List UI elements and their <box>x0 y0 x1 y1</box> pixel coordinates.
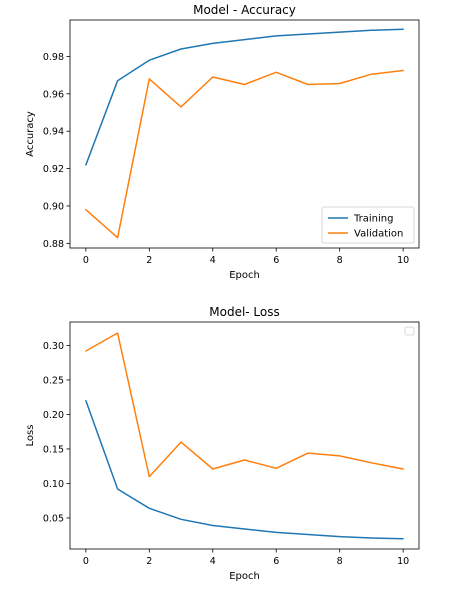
legend-label-training: Training <box>353 214 393 225</box>
y-tick-label: 0.10 <box>43 479 64 490</box>
x-axis-label: Epoch <box>229 571 260 582</box>
y-tick-label: 0.25 <box>43 375 64 386</box>
x-tick-label: 10 <box>397 556 409 567</box>
legend-box-empty <box>404 326 415 336</box>
chart-title: Model- Loss <box>209 305 280 319</box>
y-tick-label: 0.30 <box>43 341 64 352</box>
plot-frame <box>69 19 420 249</box>
plot-frame <box>69 321 420 550</box>
x-tick-label: 2 <box>146 556 152 567</box>
y-tick-label: 0.05 <box>43 513 64 524</box>
legend-label-validation: Validation <box>354 229 403 240</box>
x-tick-label: 8 <box>337 556 343 567</box>
x-axis-label: Epoch <box>229 270 260 281</box>
y-tick-label: 0.96 <box>43 89 64 100</box>
loss-chart: Model- Loss 0 2 4 6 8 10 0.05 0.10 0.15 0.20 0.25 0.… <box>25 305 420 582</box>
x-tick-label: 0 <box>83 255 89 266</box>
y-axis-label: Loss <box>25 425 36 447</box>
y-tick-label: 0.15 <box>43 444 64 455</box>
y-tick-label: 0.94 <box>43 127 64 138</box>
x-tick-label: 8 <box>337 255 343 266</box>
x-tick-label: 2 <box>146 255 152 266</box>
y-tick-label: 0.92 <box>43 164 64 175</box>
legend-box <box>321 206 415 244</box>
x-tick-label: 6 <box>273 255 279 266</box>
x-tick-label: 0 <box>83 556 89 567</box>
series-line-training <box>85 399 404 540</box>
x-tick-label: 4 <box>210 556 216 567</box>
series-line-training <box>85 28 404 166</box>
chart-title: Model - Accuracy <box>193 3 296 17</box>
y-tick-label: 0.90 <box>43 201 64 212</box>
series-line-validation <box>85 69 404 239</box>
y-axis-label: Accuracy <box>25 111 36 157</box>
x-tick-label: 10 <box>397 255 409 266</box>
x-tick-label: 4 <box>210 255 216 266</box>
y-tick-label: 0.98 <box>43 52 64 63</box>
y-tick-label: 0.88 <box>43 239 64 250</box>
x-tick-label: 6 <box>273 556 279 567</box>
y-tick-label: 0.20 <box>43 410 64 421</box>
accuracy-chart: Model - Accuracy 0 2 4 6 8 10 0.88 0.90 0.92 0.94 0… <box>25 3 420 281</box>
series-line-validation <box>85 332 404 478</box>
